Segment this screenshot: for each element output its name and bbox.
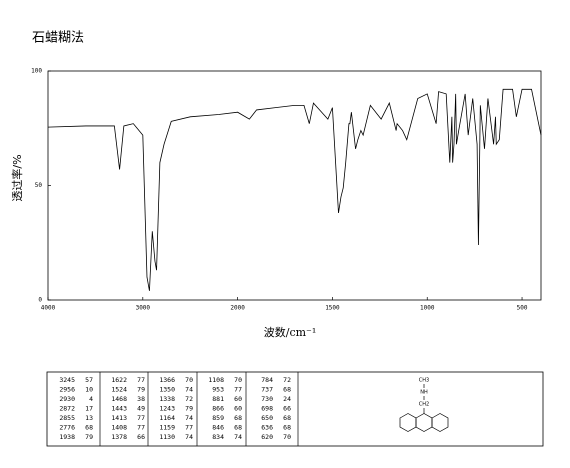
x-tick-label: 3000	[136, 305, 151, 312]
x-axis-label: 波数/cm⁻¹	[264, 326, 317, 339]
table-dividers	[99, 372, 299, 446]
peak-wavenumber: 1413	[111, 414, 127, 422]
peak-transmittance: 68	[234, 414, 242, 422]
peak-wavenumber: 1408	[111, 424, 127, 432]
peak-transmittance: 60	[234, 395, 242, 403]
peak-wavenumber: 1524	[111, 386, 127, 394]
x-tick-label: 4000	[41, 305, 56, 312]
peak-transmittance: 49	[137, 405, 145, 413]
structure-label: NH	[420, 390, 428, 396]
peak-transmittance: 72	[185, 395, 193, 403]
peak-transmittance: 77	[234, 386, 242, 394]
peak-wavenumber: 650	[261, 414, 273, 422]
peak-wavenumber: 2956	[59, 386, 75, 394]
y-tick-label: 100	[31, 68, 42, 75]
peak-wavenumber: 636	[261, 424, 273, 432]
peak-transmittance: 77	[137, 424, 145, 432]
peak-wavenumber: 2930	[59, 395, 75, 403]
peak-wavenumber: 3245	[59, 376, 75, 384]
peak-wavenumber: 1378	[111, 433, 127, 441]
peak-transmittance: 13	[85, 414, 93, 422]
peak-wavenumber: 737	[261, 386, 273, 394]
x-tick-label: 500	[517, 305, 528, 312]
peak-transmittance: 74	[234, 433, 242, 441]
peak-transmittance: 74	[185, 433, 193, 441]
peak-wavenumber: 1159	[159, 424, 175, 432]
peak-wavenumber: 2872	[59, 405, 75, 413]
peak-transmittance: 60	[234, 405, 242, 413]
peak-transmittance: 57	[85, 376, 93, 384]
peak-transmittance: 68	[85, 424, 93, 432]
peak-wavenumber: 834	[212, 433, 224, 441]
peak-wavenumber: 881	[212, 395, 224, 403]
peak-transmittance: 77	[137, 376, 145, 384]
peak-transmittance: 70	[185, 376, 193, 384]
y-tick-label: 0	[38, 297, 42, 304]
peak-transmittance: 79	[85, 433, 93, 441]
peak-transmittance: 68	[283, 424, 291, 432]
peak-transmittance: 66	[283, 405, 291, 413]
peak-wavenumber: 953	[212, 386, 224, 394]
chart-title: 石蜡糊法	[32, 30, 84, 46]
peak-transmittance: 72	[283, 376, 291, 384]
peak-wavenumber: 1366	[159, 376, 175, 384]
peak-transmittance: 77	[137, 414, 145, 422]
peak-transmittance: 4	[89, 395, 93, 403]
peak-wavenumber: 1164	[159, 414, 175, 422]
peak-wavenumber: 1468	[111, 395, 127, 403]
peak-transmittance: 68	[283, 386, 291, 394]
peak-transmittance: 24	[283, 395, 291, 403]
peak-transmittance: 79	[137, 386, 145, 394]
peak-transmittance: 10	[85, 386, 93, 394]
peak-wavenumber: 1338	[159, 395, 175, 403]
peak-wavenumber: 1108	[208, 376, 224, 384]
peak-wavenumber: 784	[261, 376, 273, 384]
peak-wavenumber: 1130	[159, 433, 175, 441]
peak-transmittance: 70	[283, 433, 291, 441]
peak-transmittance: 79	[185, 405, 193, 413]
structure-label: CH3	[419, 378, 429, 384]
peak-wavenumber: 1443	[111, 405, 127, 413]
spectrum-line	[47, 88, 542, 291]
peak-wavenumber: 859	[212, 414, 224, 422]
x-tick-label: 1000	[420, 305, 435, 312]
peak-transmittance: 66	[137, 433, 145, 441]
peak-wavenumber: 1938	[59, 433, 75, 441]
y-axis-label: 透过率/%	[10, 154, 24, 201]
peak-transmittance: 70	[234, 376, 242, 384]
peak-transmittance: 77	[185, 424, 193, 432]
peak-wavenumber: 2776	[59, 424, 75, 432]
peak-transmittance: 68	[283, 414, 291, 422]
peak-wavenumber: 730	[261, 395, 273, 403]
peak-transmittance: 38	[137, 395, 145, 403]
peak-wavenumber: 2855	[59, 414, 75, 422]
x-tick-label: 1500	[325, 305, 340, 312]
peak-wavenumber: 1243	[159, 405, 175, 413]
peak-table	[46, 371, 544, 447]
peak-wavenumber: 698	[261, 405, 273, 413]
peak-wavenumber: 846	[212, 424, 224, 432]
x-tick-label: 2000	[230, 305, 245, 312]
peak-transmittance: 74	[185, 386, 193, 394]
y-tick-label: 50	[35, 182, 43, 189]
peak-wavenumber: 1622	[111, 376, 127, 384]
structure-drawing	[399, 384, 449, 432]
peak-transmittance: 68	[234, 424, 242, 432]
peak-transmittance: 17	[85, 405, 93, 413]
structure-label: CH2	[419, 402, 429, 408]
peak-wavenumber: 1350	[159, 386, 175, 394]
peak-wavenumber: 620	[261, 433, 273, 441]
peak-wavenumber: 866	[212, 405, 224, 413]
peak-transmittance: 74	[185, 414, 193, 422]
